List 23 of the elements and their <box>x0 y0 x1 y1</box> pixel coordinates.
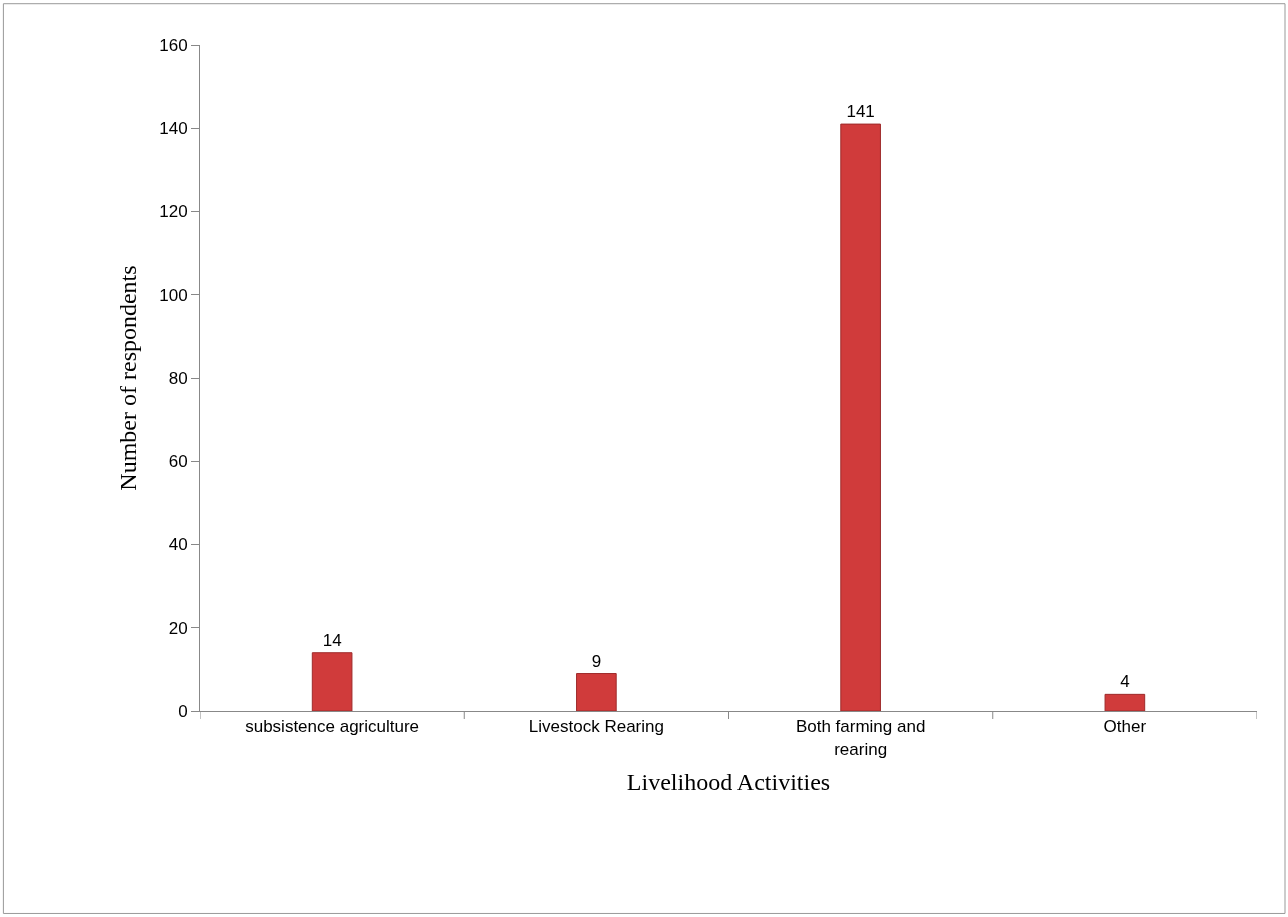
bar <box>576 673 617 711</box>
y-tick-label: 60 <box>168 452 188 472</box>
data-label: 9 <box>591 651 602 671</box>
y-tick-label: 140 <box>159 119 188 139</box>
x-axis-title: Livelihood Activities <box>626 768 831 795</box>
y-tick-label: 0 <box>178 701 188 721</box>
y-tick-label: 100 <box>159 285 188 305</box>
y-axis-title: Number of respondents <box>115 265 142 491</box>
x-tick-label: subsistence agriculture <box>245 717 420 737</box>
y-tick-label: 120 <box>159 202 188 222</box>
x-tick-label: Both farming and rearing <box>795 717 926 759</box>
data-label: 4 <box>1120 672 1130 692</box>
data-label: 14 <box>322 630 342 650</box>
x-tick-label: Other <box>1103 717 1147 737</box>
bar <box>840 123 881 711</box>
y-tick-label: 160 <box>159 35 188 55</box>
bar <box>311 652 353 711</box>
x-tick-label: Livestock Rearing <box>528 717 664 737</box>
y-tick-label: 20 <box>168 618 188 638</box>
y-tick-label: 40 <box>168 535 188 555</box>
y-tick-label: 80 <box>168 368 188 388</box>
data-label: 141 <box>846 102 875 122</box>
bar <box>1104 693 1146 711</box>
